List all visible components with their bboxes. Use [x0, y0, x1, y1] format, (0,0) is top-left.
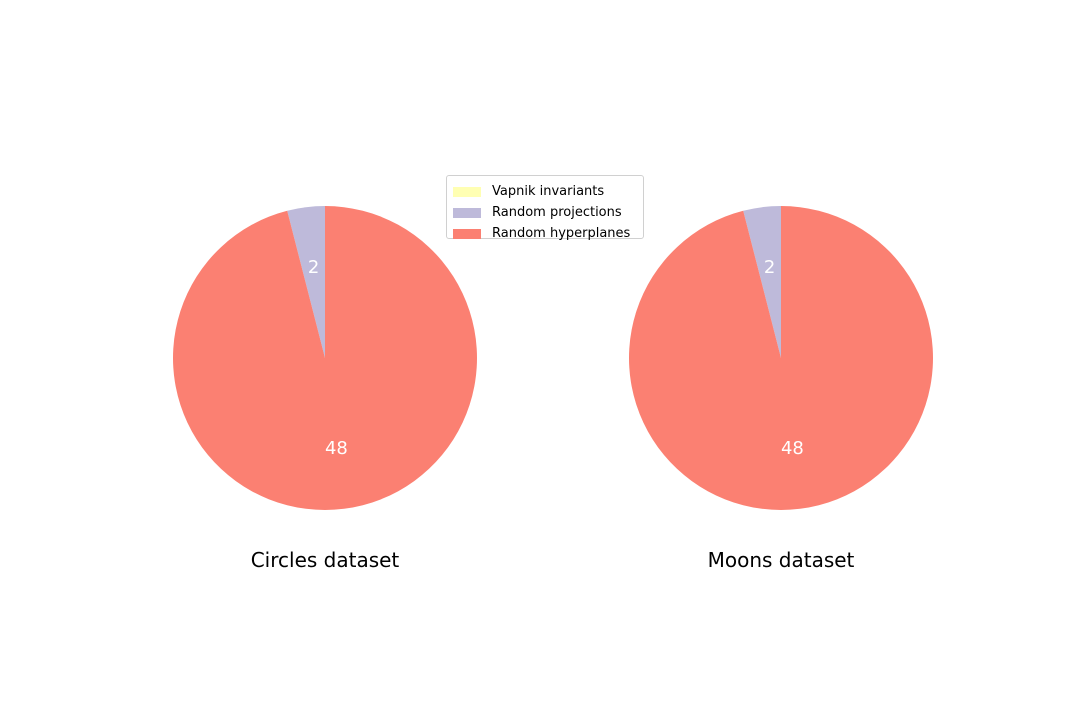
legend-label: Random projections [492, 205, 622, 220]
pie-chart-moons: 2 48 Moons dataset [629, 206, 934, 572]
legend-swatch [453, 228, 481, 239]
chart-title: Moons dataset [708, 548, 855, 572]
legend: Vapnik invariants Random projections Ran… [446, 175, 644, 241]
pie-chart-circles: 2 48 Circles dataset [173, 206, 478, 572]
legend-label: Random hyperplanes [492, 226, 631, 241]
pie-slice-random-hyperplanes [629, 206, 934, 510]
slice-value-label: 2 [308, 257, 319, 278]
slice-value-label: 2 [764, 257, 775, 278]
legend-item-random-projections: Random projections [453, 202, 637, 223]
legend-label: Vapnik invariants [492, 184, 605, 199]
slice-value-label: 48 [781, 438, 804, 459]
pie-slice-random-hyperplanes [173, 206, 478, 510]
legend-item-random-hyperplanes: Random hyperplanes [453, 223, 637, 244]
pie-slice-random-projections [743, 206, 781, 358]
legend-item-vapnik-invariants: Vapnik invariants [453, 181, 637, 202]
pie-slice-random-projections [287, 206, 325, 358]
legend-swatch [453, 186, 481, 197]
slice-value-label: 48 [325, 438, 348, 459]
chart-title: Circles dataset [251, 548, 400, 572]
legend-swatch [453, 207, 481, 218]
